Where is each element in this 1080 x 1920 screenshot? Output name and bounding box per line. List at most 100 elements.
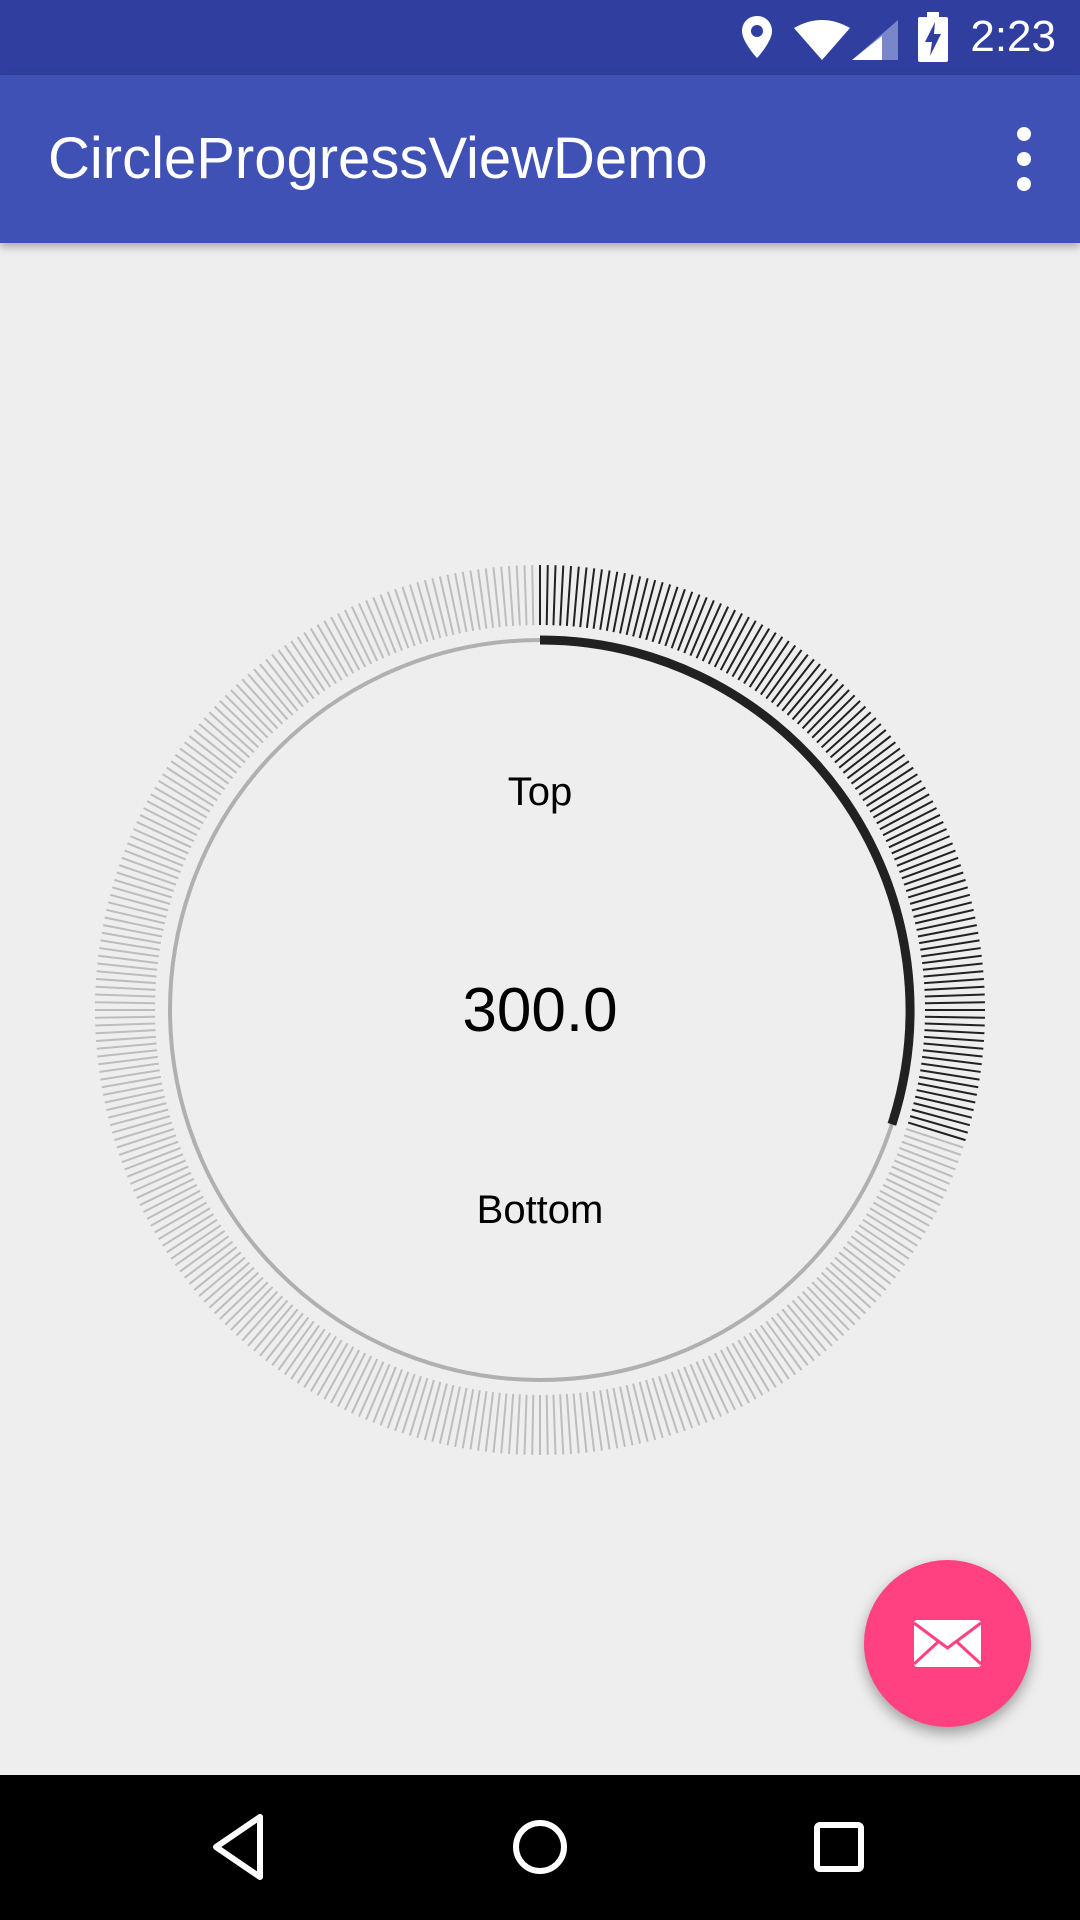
tick-inactive: [552, 1394, 557, 1455]
back-icon: [213, 1814, 263, 1880]
tick-inactive: [150, 793, 204, 825]
tick-inactive: [760, 1324, 797, 1376]
tick-inactive: [174, 753, 226, 790]
tick-inactive: [114, 1121, 173, 1142]
tick-inactive: [416, 581, 435, 641]
tick-inactive: [791, 1299, 833, 1347]
tick-inactive: [230, 689, 274, 734]
overflow-menu-button[interactable]: [992, 119, 1056, 199]
progress-arc: [539, 635, 915, 1126]
tick-inactive: [658, 1375, 679, 1434]
tick-active: [781, 663, 821, 712]
tick-inactive: [358, 603, 385, 659]
tick-inactive: [423, 579, 442, 639]
tick-active: [638, 579, 657, 639]
tick-inactive: [118, 864, 177, 886]
tick-active: [891, 828, 947, 855]
top-text: Top: [507, 770, 573, 814]
app-bar: CircleProgressViewDemo: [0, 75, 1080, 243]
tick-inactive: [127, 1153, 184, 1178]
tick-inactive: [96, 970, 157, 978]
tick-active: [923, 1042, 984, 1050]
tick-active: [731, 624, 764, 678]
tick-inactive: [96, 1035, 157, 1043]
tick-active: [834, 723, 882, 764]
tick-inactive: [219, 1276, 264, 1320]
tick-active: [545, 565, 549, 626]
tick-active: [911, 1108, 971, 1127]
tick-inactive: [98, 954, 158, 965]
tick-inactive: [166, 1218, 218, 1254]
tick-active: [917, 924, 978, 938]
tick-active: [770, 654, 809, 704]
tick-inactive: [500, 566, 508, 627]
tick-inactive: [95, 993, 156, 998]
recents-button[interactable]: [794, 1807, 884, 1887]
tick-inactive: [166, 766, 218, 802]
tick-active: [776, 658, 815, 708]
tick-inactive: [372, 1366, 397, 1423]
back-button[interactable]: [196, 1807, 286, 1887]
tick-inactive: [344, 1355, 373, 1411]
tick-inactive: [97, 962, 158, 971]
tick-inactive: [394, 588, 416, 647]
tick-inactive: [179, 747, 230, 785]
tick-inactive: [645, 1379, 664, 1439]
tick-inactive: [184, 1240, 234, 1279]
tick-active: [838, 729, 887, 769]
tick-inactive: [174, 1230, 226, 1267]
tick-inactive: [492, 1392, 501, 1453]
tick-active: [924, 1015, 985, 1019]
email-icon: [912, 1620, 983, 1667]
tick-active: [619, 574, 634, 634]
tick-inactive: [888, 1171, 944, 1199]
tick-inactive: [731, 1342, 764, 1396]
tick-inactive: [670, 1371, 694, 1429]
tick-active: [922, 962, 983, 971]
tick-inactive: [323, 620, 355, 674]
tick-inactive: [862, 1218, 914, 1254]
tick-inactive: [776, 1312, 815, 1362]
home-button[interactable]: [495, 1807, 585, 1887]
status-bar: 2:23: [0, 0, 1080, 75]
tick-inactive: [572, 1393, 580, 1454]
tick-inactive: [114, 878, 173, 899]
email-fab-button[interactable]: [864, 1560, 1031, 1727]
tick-inactive: [484, 568, 495, 628]
tick-active: [885, 814, 941, 843]
tick-inactive: [198, 1256, 246, 1297]
tick-inactive: [408, 584, 429, 643]
tick-inactive: [423, 1381, 442, 1441]
tick-inactive: [796, 1295, 839, 1342]
tick-inactive: [820, 1271, 867, 1315]
tick-inactive: [664, 1373, 686, 1432]
tick-active: [552, 565, 557, 626]
tick-active: [916, 916, 976, 931]
tick-active: [923, 970, 984, 978]
tick-active: [920, 1069, 980, 1081]
tick-inactive: [150, 1195, 204, 1227]
tick-inactive: [277, 649, 315, 700]
tick-inactive: [109, 1108, 169, 1127]
tick-inactive: [107, 901, 167, 918]
tick-inactive: [146, 1189, 201, 1220]
tick-inactive: [365, 1363, 391, 1421]
tick-inactive: [605, 1388, 619, 1449]
tick-inactive: [850, 1235, 901, 1273]
tick-inactive: [876, 1195, 930, 1227]
tick-inactive: [323, 1346, 355, 1400]
tick-active: [914, 908, 974, 925]
tick-inactive: [416, 1379, 435, 1439]
tick-inactive: [170, 760, 222, 796]
tick-inactive: [136, 821, 192, 849]
tick-inactive: [99, 947, 159, 958]
tick-inactive: [121, 856, 179, 880]
tick-inactive: [748, 1332, 784, 1384]
tick-active: [917, 1082, 978, 1096]
tick-inactive: [106, 908, 166, 925]
tick-active: [918, 1075, 979, 1089]
tick-inactive: [253, 668, 294, 716]
tick-inactive: [461, 1388, 475, 1449]
tick-active: [905, 871, 964, 892]
tick-inactive: [303, 1335, 337, 1388]
